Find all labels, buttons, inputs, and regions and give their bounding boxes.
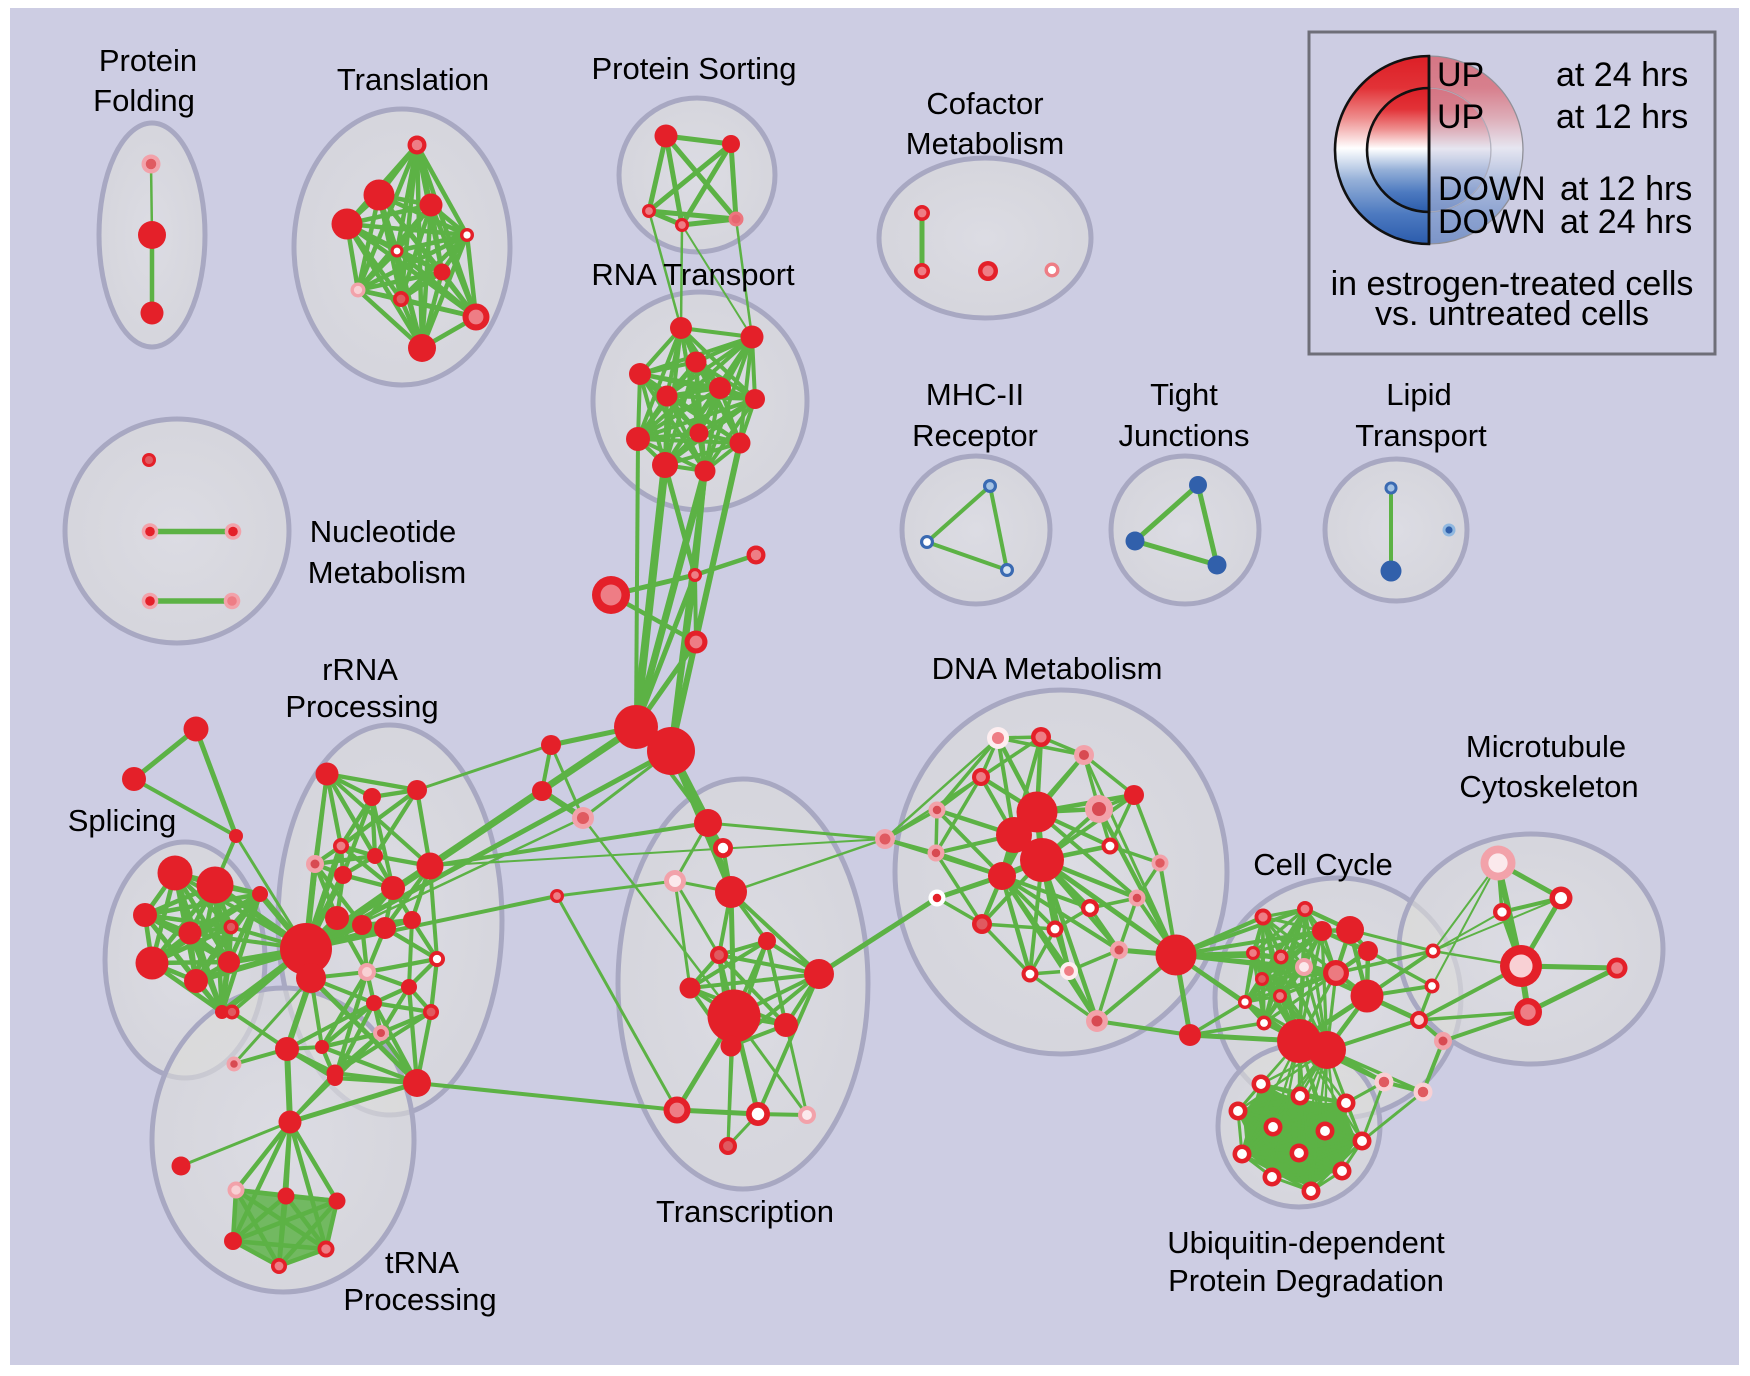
- svg-text:Protein Degradation: Protein Degradation: [1168, 1263, 1444, 1298]
- svg-text:Transcription: Transcription: [656, 1194, 834, 1229]
- svg-text:tRNA: tRNA: [385, 1245, 459, 1280]
- svg-text:vs. untreated cells: vs. untreated cells: [1375, 295, 1649, 333]
- svg-text:UP: UP: [1437, 56, 1484, 94]
- svg-text:Cofactor: Cofactor: [926, 86, 1043, 121]
- svg-text:Receptor: Receptor: [912, 418, 1038, 453]
- svg-text:Metabolism: Metabolism: [906, 126, 1065, 161]
- svg-text:Microtubule: Microtubule: [1466, 729, 1626, 764]
- svg-text:UP: UP: [1437, 98, 1484, 136]
- svg-text:Cytoskeleton: Cytoskeleton: [1459, 769, 1638, 804]
- svg-text:RNA Transport: RNA Transport: [591, 257, 795, 292]
- svg-text:Splicing: Splicing: [68, 803, 177, 838]
- svg-text:Ubiquitin-dependent: Ubiquitin-dependent: [1167, 1225, 1445, 1260]
- svg-text:at 24 hrs: at 24 hrs: [1560, 203, 1692, 241]
- svg-text:rRNA: rRNA: [322, 652, 398, 687]
- svg-text:Processing: Processing: [343, 1282, 496, 1317]
- svg-text:Protein Sorting: Protein Sorting: [591, 51, 796, 86]
- svg-text:DOWN: DOWN: [1438, 203, 1546, 241]
- svg-text:Junctions: Junctions: [1119, 418, 1250, 453]
- svg-text:MHC-II: MHC-II: [926, 377, 1024, 412]
- svg-text:Metabolism: Metabolism: [308, 555, 467, 590]
- svg-text:Processing: Processing: [285, 689, 438, 724]
- svg-text:Nucleotide: Nucleotide: [310, 514, 456, 549]
- svg-text:Folding: Folding: [93, 83, 195, 118]
- svg-text:Protein: Protein: [99, 43, 197, 78]
- svg-text:at 24 hrs: at 24 hrs: [1556, 56, 1688, 94]
- svg-text:Tight: Tight: [1150, 377, 1218, 412]
- svg-text:at 12 hrs: at 12 hrs: [1556, 98, 1688, 136]
- svg-text:Transport: Transport: [1355, 418, 1487, 453]
- svg-text:Lipid: Lipid: [1386, 377, 1452, 412]
- svg-text:in estrogen-treated cells: in estrogen-treated cells: [1331, 265, 1694, 303]
- svg-text:at 12 hrs: at 12 hrs: [1560, 170, 1692, 208]
- svg-text:Translation: Translation: [337, 62, 489, 97]
- svg-text:DOWN: DOWN: [1438, 170, 1546, 208]
- svg-text:DNA Metabolism: DNA Metabolism: [932, 651, 1163, 686]
- svg-text:Cell Cycle: Cell Cycle: [1253, 847, 1393, 882]
